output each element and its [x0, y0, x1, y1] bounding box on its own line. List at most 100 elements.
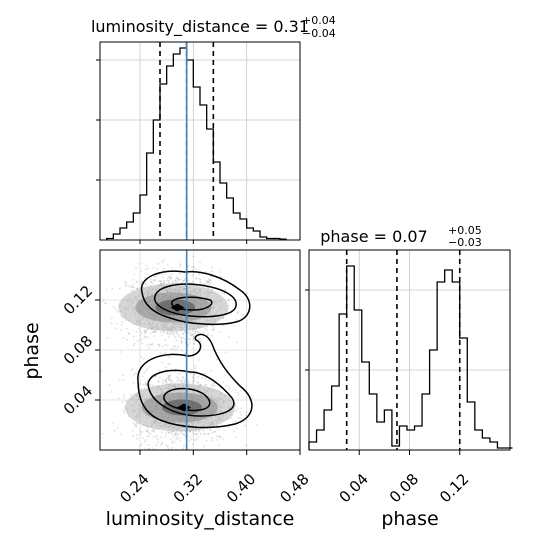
scatter-point — [161, 260, 164, 263]
scatter-point — [218, 444, 220, 446]
scatter-point — [140, 443, 143, 446]
scatter-point — [194, 330, 197, 333]
scatter-point — [228, 336, 230, 338]
scatter-point — [176, 379, 179, 381]
scatter-point — [123, 396, 125, 399]
scatter-point — [171, 447, 174, 449]
scatter-point — [176, 434, 178, 437]
scatter-point — [244, 424, 247, 427]
scatter-point — [170, 277, 173, 280]
scatter-point — [161, 380, 164, 383]
scatter-point — [183, 433, 186, 436]
scatter-point — [140, 431, 143, 434]
scatter-point — [146, 344, 149, 347]
scatter-point — [134, 423, 136, 426]
scatter-point — [210, 369, 212, 372]
scatter-point — [174, 336, 177, 338]
scatter-point — [183, 381, 186, 384]
scatter-point — [233, 430, 235, 433]
scatter-point — [132, 435, 135, 438]
scatter-point — [132, 422, 135, 424]
scatter-point — [168, 375, 171, 378]
scatter-point — [169, 379, 172, 382]
title-luminosity-distance-lower: −0.04 — [302, 27, 336, 40]
scatter-point — [205, 439, 208, 442]
scatter-point — [199, 261, 201, 263]
scatter-point — [190, 334, 193, 337]
scatter-point — [246, 292, 248, 295]
scatter-point — [169, 332, 172, 335]
ylabel-phase: phase — [21, 322, 43, 379]
scatter-point — [148, 365, 151, 368]
scatter-point — [209, 428, 211, 431]
scatter-point — [110, 317, 113, 319]
scatter-point — [210, 266, 213, 269]
scatter-point — [131, 289, 134, 292]
scatter-point — [146, 428, 149, 431]
scatter-point — [120, 329, 122, 331]
ytick-label-joint: 0.12 — [60, 282, 96, 318]
scatter-point — [114, 307, 117, 310]
scatter-point — [206, 286, 209, 289]
scatter-point — [167, 333, 170, 336]
scatter-point — [193, 374, 196, 376]
scatter-point — [127, 332, 130, 335]
scatter-point — [234, 420, 237, 423]
scatter-point — [132, 335, 135, 338]
scatter-point — [172, 331, 175, 334]
scatter-point — [211, 288, 214, 291]
scatter-point — [136, 422, 139, 425]
scatter-point — [183, 379, 186, 382]
scatter-point — [228, 387, 231, 390]
scatter-point — [211, 270, 214, 273]
scatter-point — [161, 276, 164, 279]
scatter-point — [179, 336, 182, 339]
scatter-point — [207, 280, 210, 283]
scatter-point — [162, 282, 165, 284]
scatter-point — [158, 344, 161, 346]
scatter-point — [167, 275, 170, 278]
scatter-point — [182, 337, 185, 339]
scatter-point — [191, 329, 194, 332]
title-phase-lower: −0.03 — [448, 236, 482, 249]
scatter-point — [190, 438, 193, 441]
scatter-point — [174, 432, 177, 434]
scatter-point — [212, 328, 215, 331]
scatter-point — [192, 280, 194, 283]
scatter-point — [196, 436, 199, 438]
scatter-point — [174, 433, 177, 436]
scatter-point — [176, 381, 179, 383]
scatter-point — [151, 343, 154, 345]
scatter-point — [135, 267, 138, 270]
scatter-point — [160, 352, 163, 355]
scatter-point — [176, 437, 179, 440]
scatter-point — [167, 430, 169, 433]
scatter-point — [122, 317, 124, 319]
scatter-point — [216, 438, 219, 441]
scatter-point — [237, 311, 240, 314]
scatter-point — [153, 276, 156, 278]
scatter-point — [178, 272, 181, 275]
scatter-point — [195, 433, 198, 435]
ytick-label-joint: 0.08 — [60, 332, 96, 368]
scatter-point — [180, 340, 183, 343]
scatter-point — [184, 352, 187, 355]
scatter-point — [224, 289, 227, 291]
scatter-point — [256, 424, 258, 426]
scatter-point — [144, 330, 147, 332]
scatter-point — [145, 268, 147, 271]
scatter-point — [191, 334, 194, 337]
scatter-point — [207, 281, 210, 284]
scatter-point — [164, 380, 167, 382]
scatter-point — [161, 443, 164, 445]
xlabel-phase: phase — [381, 508, 438, 530]
scatter-point — [161, 345, 164, 348]
scatter-point — [165, 352, 168, 355]
scatter-point — [135, 434, 138, 436]
scatter-point — [152, 267, 155, 269]
scatter-point — [202, 429, 205, 432]
scatter-point — [117, 427, 119, 429]
scatter-point — [242, 421, 245, 423]
scatter-point — [198, 359, 200, 361]
histogram-luminosity-distance — [106, 47, 287, 240]
